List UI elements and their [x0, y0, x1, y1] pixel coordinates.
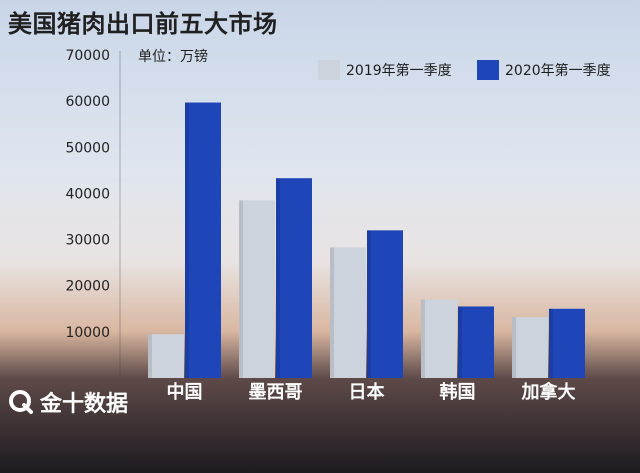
- q-ring-logo-icon: [9, 390, 33, 414]
- bar-2019: [512, 317, 548, 378]
- bar-shade: [148, 334, 152, 378]
- category-label: 日本: [349, 381, 385, 403]
- legend-label-2019: 2019年第一季度: [346, 63, 452, 79]
- bar-shade: [512, 317, 516, 378]
- category-label: 中国: [167, 381, 203, 403]
- bar-shade: [458, 306, 462, 378]
- bar-2020: [549, 308, 585, 378]
- bar-shade: [421, 299, 425, 378]
- bar-shade: [367, 230, 371, 378]
- category-label: 加拿大: [521, 381, 576, 403]
- bar-2020: [276, 178, 312, 378]
- legend-item-2019: 2019年第一季度: [318, 60, 452, 80]
- bar-2020: [185, 102, 221, 378]
- bar-shade: [549, 308, 553, 378]
- bar-2020: [458, 306, 494, 378]
- legend-item-2020: 2020年第一季度: [477, 60, 611, 80]
- bar-2019: [148, 334, 184, 378]
- y-tick-label: 20000: [65, 279, 110, 295]
- bar-shade: [330, 247, 334, 378]
- bar-shade: [276, 178, 280, 378]
- y-tick-label: 70000: [65, 48, 110, 64]
- legend-swatch-2020: [477, 60, 499, 80]
- y-tick-label: 10000: [65, 325, 110, 341]
- bar-2020: [367, 230, 403, 378]
- bar-2019: [239, 200, 275, 378]
- brand-name: 金十数据: [40, 392, 129, 417]
- bar-2019: [330, 247, 366, 378]
- brand-logo: 金十数据: [8, 386, 128, 418]
- legend-swatch-2019: [318, 60, 340, 80]
- bar-shade: [239, 200, 243, 378]
- y-tick-label: 30000: [65, 233, 110, 249]
- bar-shade: [185, 102, 189, 378]
- bar-2019: [421, 299, 457, 378]
- y-tick-label: 50000: [65, 140, 110, 156]
- y-tick-label: 40000: [65, 186, 110, 202]
- unit-label: 单位：万镑: [138, 49, 208, 65]
- legend-label-2020: 2020年第一季度: [505, 63, 611, 79]
- chart-title: 美国猪肉出口前五大市场: [8, 10, 278, 38]
- category-label: 韩国: [440, 381, 476, 403]
- category-label: 墨西哥: [249, 382, 303, 403]
- y-tick-label: 60000: [65, 94, 110, 110]
